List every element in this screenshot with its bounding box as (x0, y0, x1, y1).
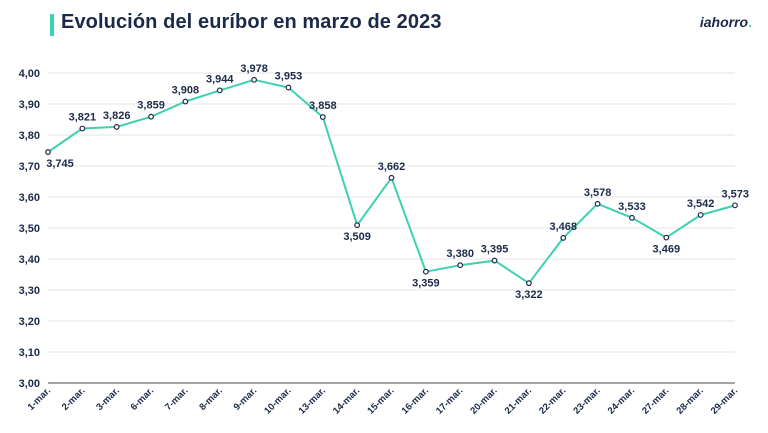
data-point (732, 202, 738, 209)
data-points (45, 76, 738, 287)
data-label: 3,908 (172, 85, 200, 97)
data-label: 3,533 (618, 201, 646, 213)
x-tick-label: 17-mar. (434, 385, 465, 416)
data-label: 3,953 (275, 71, 303, 83)
y-tick-label: 3,20 (19, 316, 40, 328)
data-point (251, 76, 258, 83)
x-tick-label: 16-mar. (400, 385, 431, 416)
x-axis-ticks: 1-mar. 2-mar. 3-mar. 6-mar. 7-mar. 8-mar. 9-ma… (26, 385, 741, 416)
data-label: 3,821 (69, 111, 97, 123)
data-label: 3,509 (343, 231, 371, 243)
data-label: 3,573 (721, 188, 749, 200)
y-tick-label: 3,80 (19, 130, 40, 142)
x-tick-label: 29-mar. (709, 385, 740, 416)
y-tick-label: 3,00 (19, 378, 40, 390)
chart-title: Evolución del euríbor en marzo de 2023 (61, 11, 442, 33)
x-tick-label: 20-mar. (468, 385, 499, 416)
data-label: 3,322 (515, 289, 543, 301)
x-tick-label: 13-mar. (297, 385, 328, 416)
y-tick-label: 3,90 (19, 99, 40, 111)
brand-logo: iahorro. (700, 14, 752, 30)
data-point (457, 262, 464, 269)
data-label: 3,944 (206, 73, 234, 85)
data-label: 3,395 (481, 244, 509, 256)
y-tick-label: 4,00 (19, 68, 40, 80)
data-point (663, 234, 670, 241)
x-tick-label: 3-mar. (94, 385, 122, 413)
y-tick-label: 3,10 (19, 347, 40, 359)
data-point (182, 98, 189, 105)
data-point (560, 235, 567, 241)
data-point (79, 125, 86, 132)
data-point (216, 87, 223, 94)
y-tick-label: 3,40 (19, 254, 40, 266)
data-point (388, 174, 395, 181)
data-label: 3,578 (584, 187, 612, 199)
y-tick-label: 3,70 (19, 161, 40, 173)
x-tick-label: 27-mar. (640, 385, 671, 416)
x-tick-label: 9-mar. (232, 385, 260, 413)
y-axis-ticks: 3,00 3,10 3,20 3,30 3,40 3,50 3,60 3,70 3,80 3,90… (19, 68, 40, 390)
data-point (697, 212, 704, 218)
data-labels: 3,745 3,821 3,826 3,859 3,908 3,944 3,978 3,953… (46, 63, 749, 301)
x-tick-label: 22-mar. (537, 385, 568, 416)
data-point (526, 280, 532, 287)
data-point (354, 222, 361, 229)
grid-lines (48, 72, 735, 353)
brand-logo-text: iahorro (699, 14, 749, 30)
x-tick-label: 10-mar. (262, 385, 293, 416)
data-point (45, 149, 51, 155)
data-label: 3,978 (240, 63, 268, 75)
x-tick-label: 24-mar. (606, 385, 637, 416)
x-tick-label: 8-mar. (197, 385, 225, 413)
data-label: 3,469 (653, 244, 681, 256)
data-point (319, 114, 326, 120)
data-label: 3,542 (687, 198, 715, 210)
data-label: 3,745 (46, 158, 74, 170)
data-point (113, 124, 120, 130)
y-tick-label: 3,60 (19, 192, 40, 204)
data-label: 3,662 (378, 161, 406, 173)
data-label: 3,859 (137, 100, 165, 112)
data-point (148, 113, 154, 120)
x-tick-label: 28-mar. (674, 385, 705, 416)
y-tick-label: 3,50 (19, 223, 40, 235)
x-tick-label: 21-mar. (503, 385, 534, 416)
data-label: 3,380 (446, 248, 474, 260)
title-accent-bar (50, 14, 54, 36)
data-point (422, 268, 429, 275)
x-tick-label: 6-mar. (129, 385, 157, 413)
data-label: 3,468 (549, 221, 577, 233)
data-label: 3,826 (103, 110, 131, 122)
x-tick-label: 23-mar. (571, 385, 602, 416)
data-label: 3,858 (309, 100, 337, 112)
data-label: 3,359 (412, 278, 440, 290)
brand-logo-dot: . (748, 14, 752, 30)
x-tick-label: 15-mar. (365, 385, 396, 416)
x-tick-label: 7-mar. (163, 385, 191, 413)
x-tick-label: 2-mar. (60, 385, 88, 413)
data-point (629, 214, 635, 221)
x-tick-label: 14-mar. (331, 385, 362, 416)
data-point (594, 200, 601, 207)
y-tick-label: 3,30 (19, 285, 40, 297)
data-point (491, 257, 498, 264)
data-point (285, 84, 292, 91)
